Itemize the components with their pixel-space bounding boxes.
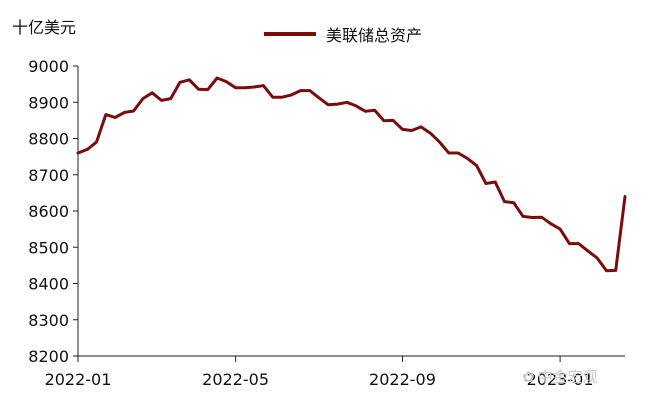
series-line-group <box>76 76 627 273</box>
y-tick-label: 8500 <box>28 238 69 257</box>
y-tick-label: 9000 <box>28 57 69 76</box>
y-tick-label: 8200 <box>28 347 69 366</box>
watermark: ✿ 中金宏观 <box>522 366 598 387</box>
watermark-text: 中金宏观 <box>537 368 598 386</box>
legend-swatch <box>264 32 316 36</box>
y-tick-label: 8300 <box>28 311 69 330</box>
y-tick-label: 8700 <box>28 166 69 185</box>
wechat-icon: ✿ <box>522 368 535 386</box>
x-tick-label: 2022-05 <box>202 370 269 389</box>
y-tick-label: 8800 <box>28 130 69 149</box>
y-tick-label: 8900 <box>28 93 69 112</box>
y-tick-label: 8400 <box>28 275 69 294</box>
y-tick-label: 8600 <box>28 202 69 221</box>
x-tick-label: 2022-09 <box>369 370 436 389</box>
legend-label: 美联储总资产 <box>326 26 423 45</box>
axes: 8200 8300 8400 8500 8600 8700 8800 8900 9000 2022… <box>28 57 625 389</box>
x-tick-label: 2022-01 <box>45 370 112 389</box>
legend: 美联储总资产 <box>264 22 422 46</box>
x-tick-label: 2023-01 <box>527 370 594 389</box>
unit-label: 十亿美元 <box>12 18 77 37</box>
series-line <box>76 76 627 273</box>
